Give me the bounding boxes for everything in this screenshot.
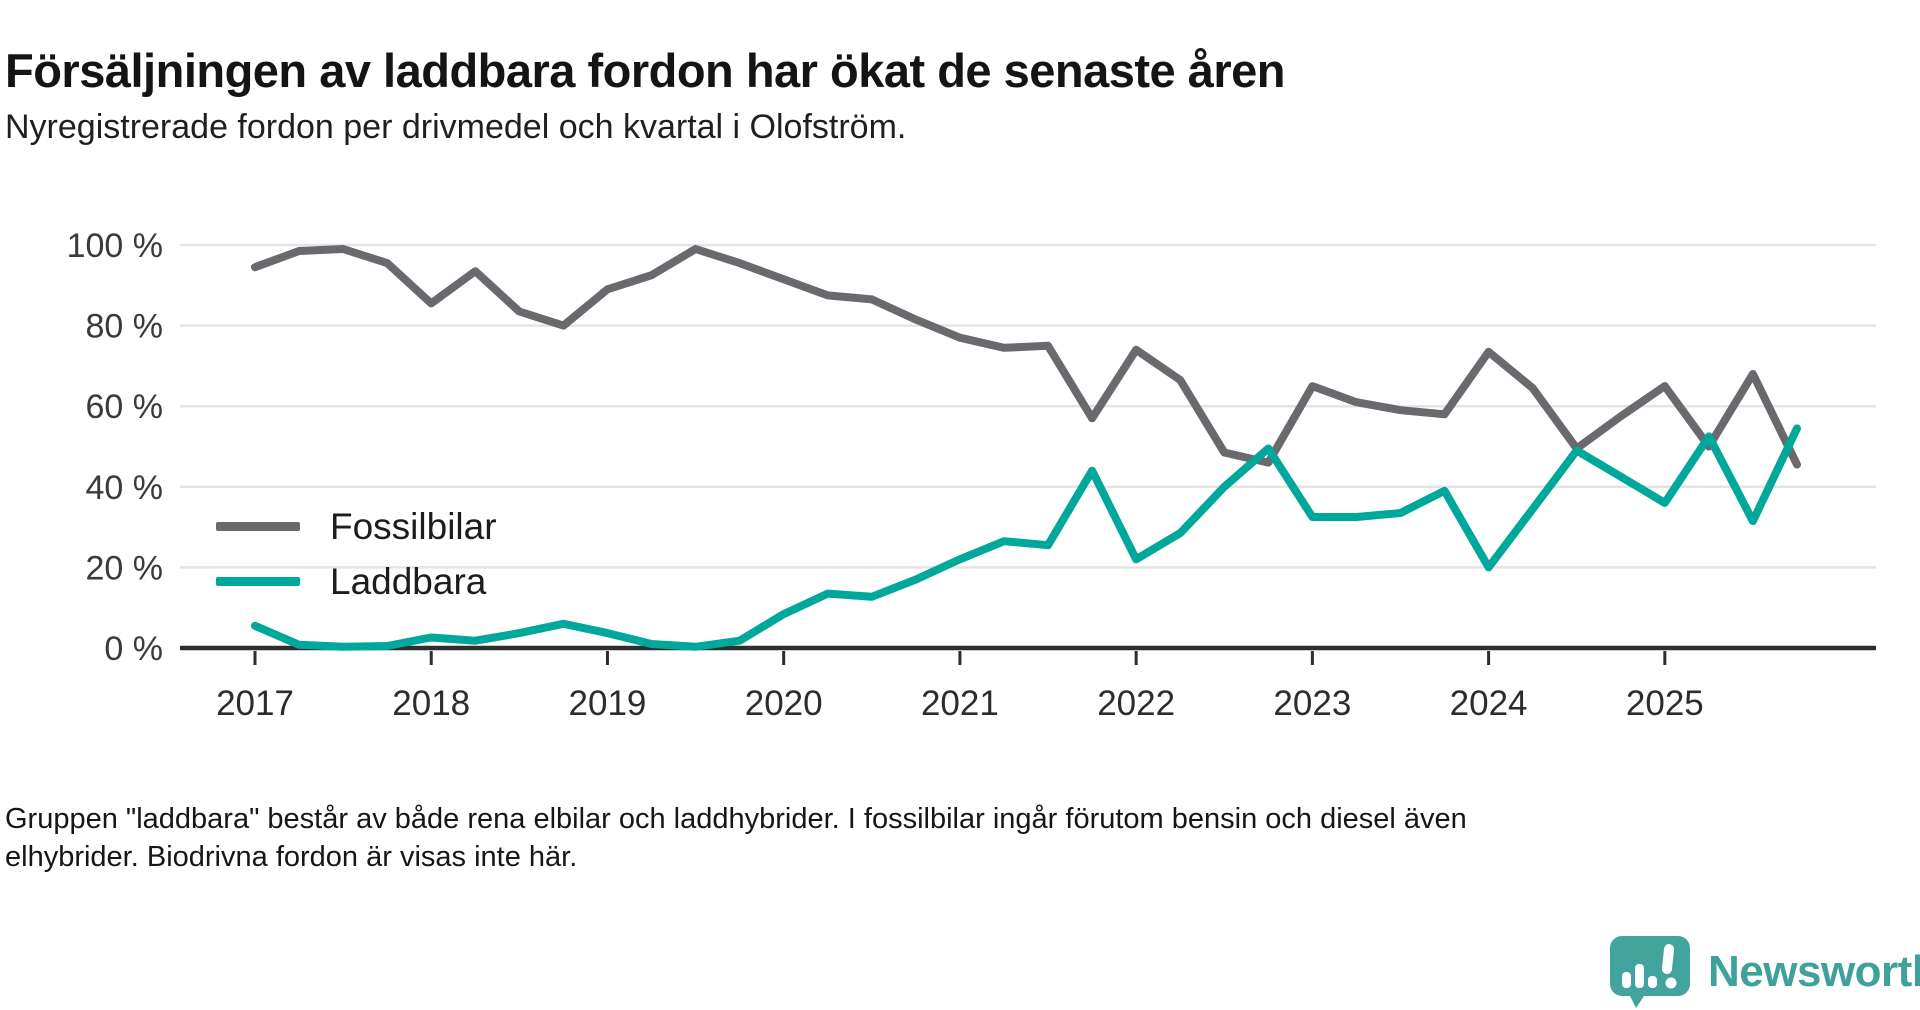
newsworthy-logo: Newsworthy — [1606, 934, 1920, 1010]
logo-wordmark: Newsworthy — [1708, 947, 1920, 996]
y-axis-tick-label: 60 % — [86, 388, 164, 426]
y-axis-tick-label: 40 % — [86, 469, 164, 507]
x-axis-tick-label: 2020 — [745, 684, 823, 723]
x-axis-tick-label: 2025 — [1626, 684, 1704, 723]
series-line-fossilbilar — [251, 245, 1801, 469]
x-axis-tick-label: 2017 — [216, 684, 294, 723]
legend-item-laddbara: Laddbara — [216, 554, 497, 609]
footnote-line: Gruppen "laddbara" består av både rena e… — [5, 803, 1467, 835]
legend-swatch — [216, 577, 300, 586]
bar-chart-speech-bubble-icon — [1610, 936, 1690, 1008]
page-title: Försäljningen av laddbara fordon har öka… — [5, 44, 1286, 98]
y-axis-tick-label: 80 % — [86, 308, 164, 346]
x-axis-tick-label: 2022 — [1097, 684, 1175, 723]
chart-subtitle: Nyregistrerade fordon per drivmedel och … — [5, 108, 907, 146]
series-line-laddbara — [251, 424, 1801, 651]
x-axis-tick-label: 2024 — [1450, 684, 1528, 723]
legend-label: Laddbara — [330, 560, 487, 602]
x-axis-tick-label: 2018 — [392, 684, 470, 723]
footnote-line: elhybrider. Biodrivna fordon är visas in… — [5, 841, 578, 874]
y-axis-tick-label: 0 % — [104, 630, 163, 668]
chart-legend: Fossilbilar Laddbara — [216, 499, 497, 609]
legend-label: Fossilbilar — [330, 505, 497, 547]
x-axis-tick-label: 2019 — [569, 684, 647, 723]
y-axis-tick-label: 20 % — [86, 549, 164, 587]
x-axis-tick-label: 2023 — [1273, 684, 1351, 723]
chart-footnote: Gruppen "laddbara" består av både rena e… — [5, 800, 1605, 877]
legend-swatch — [216, 522, 300, 531]
y-axis-tick-label: 100 % — [67, 227, 163, 265]
x-axis-tick-label: 2021 — [921, 684, 999, 723]
legend-item-fossilbilar: Fossilbilar — [216, 499, 497, 554]
